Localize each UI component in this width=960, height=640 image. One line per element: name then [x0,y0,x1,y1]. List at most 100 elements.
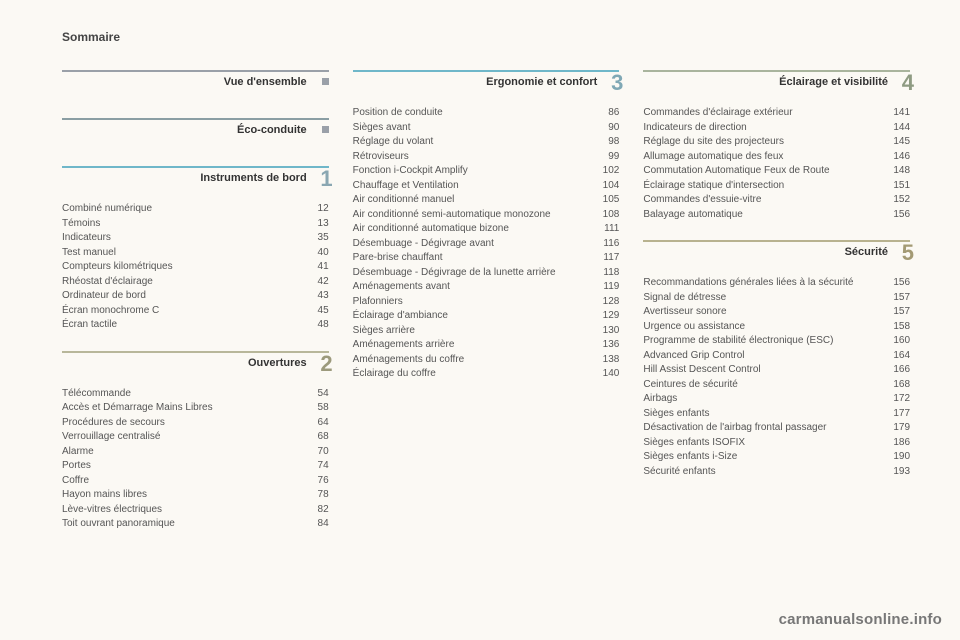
entry-label: Portes [62,459,299,474]
toc-entry: Éclairage statique d'intersection151 [643,179,910,194]
toc-entry: Réglage du site des projecteurs145 [643,135,910,150]
entry-page: 48 [299,318,329,333]
entry-label: Sièges enfants [643,407,880,422]
entry-label: Avertisseur sonore [643,305,880,320]
entries: Commandes d'éclairage extérieur141Indica… [643,106,910,222]
toc-entry: Portes74 [62,459,329,474]
entry-page: 98 [589,135,619,150]
entry-page: 54 [299,387,329,402]
section-title: Sécurité [643,246,910,259]
toc-entry: Plafonniers128 [353,295,620,310]
entry-page: 68 [299,430,329,445]
entry-page: 84 [299,517,329,532]
toc-entry: Allumage automatique des feux146 [643,150,910,165]
entry-label: Écran tactile [62,318,299,333]
entry-label: Désembuage - Dégivrage de la lunette arr… [353,266,590,281]
toc-entry: Air conditionné automatique bizone111 [353,222,620,237]
section-title: Vue d'ensemble [62,76,329,89]
toc-entry: Désembuage - Dégivrage avant116 [353,237,620,252]
entry-page: 190 [880,450,910,465]
toc-entry: Aménagements avant119 [353,280,620,295]
section-title: Instruments de bord [62,172,329,185]
toc-entry: Sièges enfants177 [643,407,910,422]
entry-label: Aménagements du coffre [353,353,590,368]
toc-entry: Chauffage et Ventilation104 [353,179,620,194]
entry-label: Air conditionné manuel [353,193,590,208]
entry-label: Hill Assist Descent Control [643,363,880,378]
entry-label: Chauffage et Ventilation [353,179,590,194]
toc-entry: Verrouillage centralisé68 [62,430,329,445]
entry-label: Ceintures de sécurité [643,378,880,393]
entry-page: 104 [589,179,619,194]
section-number: 3 [611,72,623,94]
entry-page: 99 [589,150,619,165]
section-number: 4 [902,72,914,94]
entry-page: 82 [299,503,329,518]
entry-label: Air conditionné automatique bizone [353,222,590,237]
entry-label: Air conditionné semi-automatique monozon… [353,208,590,223]
entry-label: Balayage automatique [643,208,880,223]
entry-page: 119 [589,280,619,295]
entry-page: 157 [880,291,910,306]
toc-entry: Aménagements du coffre138 [353,353,620,368]
section-rule [62,118,329,120]
entry-page: 76 [299,474,329,489]
toc-entry: Signal de détresse157 [643,291,910,306]
toc-entry: Réglage du volant98 [353,135,620,150]
entry-page: 42 [299,275,329,290]
section-title: Éclairage et visibilité [643,76,910,89]
entry-page: 129 [589,309,619,324]
toc-entry: Coffre76 [62,474,329,489]
toc-entry: Airbags172 [643,392,910,407]
toc-entry: Télécommande54 [62,387,329,402]
entry-page: 156 [880,208,910,223]
toc-entry: Témoins13 [62,217,329,232]
section-rule [643,240,910,242]
toc-entry: Hayon mains libres78 [62,488,329,503]
toc-entry: Air conditionné manuel105 [353,193,620,208]
toc-entry: Commandes d'essuie-vitre152 [643,193,910,208]
toc-entry: Test manuel40 [62,246,329,261]
entry-page: 35 [299,231,329,246]
entry-page: 12 [299,202,329,217]
toc-entry: Ordinateur de bord43 [62,289,329,304]
entry-label: Rhéostat d'éclairage [62,275,299,290]
toc-entry: Indicateurs35 [62,231,329,246]
entry-page: 111 [589,222,619,237]
section-head: Sécurité5 [643,240,910,270]
entries: Télécommande54Accès et Démarrage Mains L… [62,387,329,532]
entry-label: Aménagements arrière [353,338,590,353]
toc-entry: Toit ouvrant panoramique84 [62,517,329,532]
entry-label: Commutation Automatique Feux de Route [643,164,880,179]
toc-entry: Éclairage du coffre140 [353,367,620,382]
toc-entry: Aménagements arrière136 [353,338,620,353]
entry-page: 43 [299,289,329,304]
entry-page: 156 [880,276,910,291]
entry-label: Ordinateur de bord [62,289,299,304]
entry-page: 128 [589,295,619,310]
section-marker [322,126,329,133]
toc-entry: Alarme70 [62,445,329,460]
toc-entry: Position de conduite86 [353,106,620,121]
entry-page: 74 [299,459,329,474]
entry-page: 144 [880,121,910,136]
toc-entry: Écran monochrome C45 [62,304,329,319]
entry-label: Éclairage du coffre [353,367,590,382]
entry-page: 141 [880,106,910,121]
toc-entry: Hill Assist Descent Control166 [643,363,910,378]
entry-page: 118 [589,266,619,281]
entry-page: 13 [299,217,329,232]
section-head: Ergonomie et confort3 [353,70,620,100]
entry-label: Commandes d'essuie-vitre [643,193,880,208]
entry-label: Télécommande [62,387,299,402]
entry-page: 105 [589,193,619,208]
entry-page: 78 [299,488,329,503]
entry-label: Urgence ou assistance [643,320,880,335]
toc-entry: Éclairage d'ambiance129 [353,309,620,324]
entry-label: Témoins [62,217,299,232]
entry-page: 138 [589,353,619,368]
entry-label: Sièges avant [353,121,590,136]
toc-entry: Advanced Grip Control164 [643,349,910,364]
toc-entry: Rhéostat d'éclairage42 [62,275,329,290]
section-instruments: Instruments de bord1Combiné numérique12T… [62,166,329,333]
